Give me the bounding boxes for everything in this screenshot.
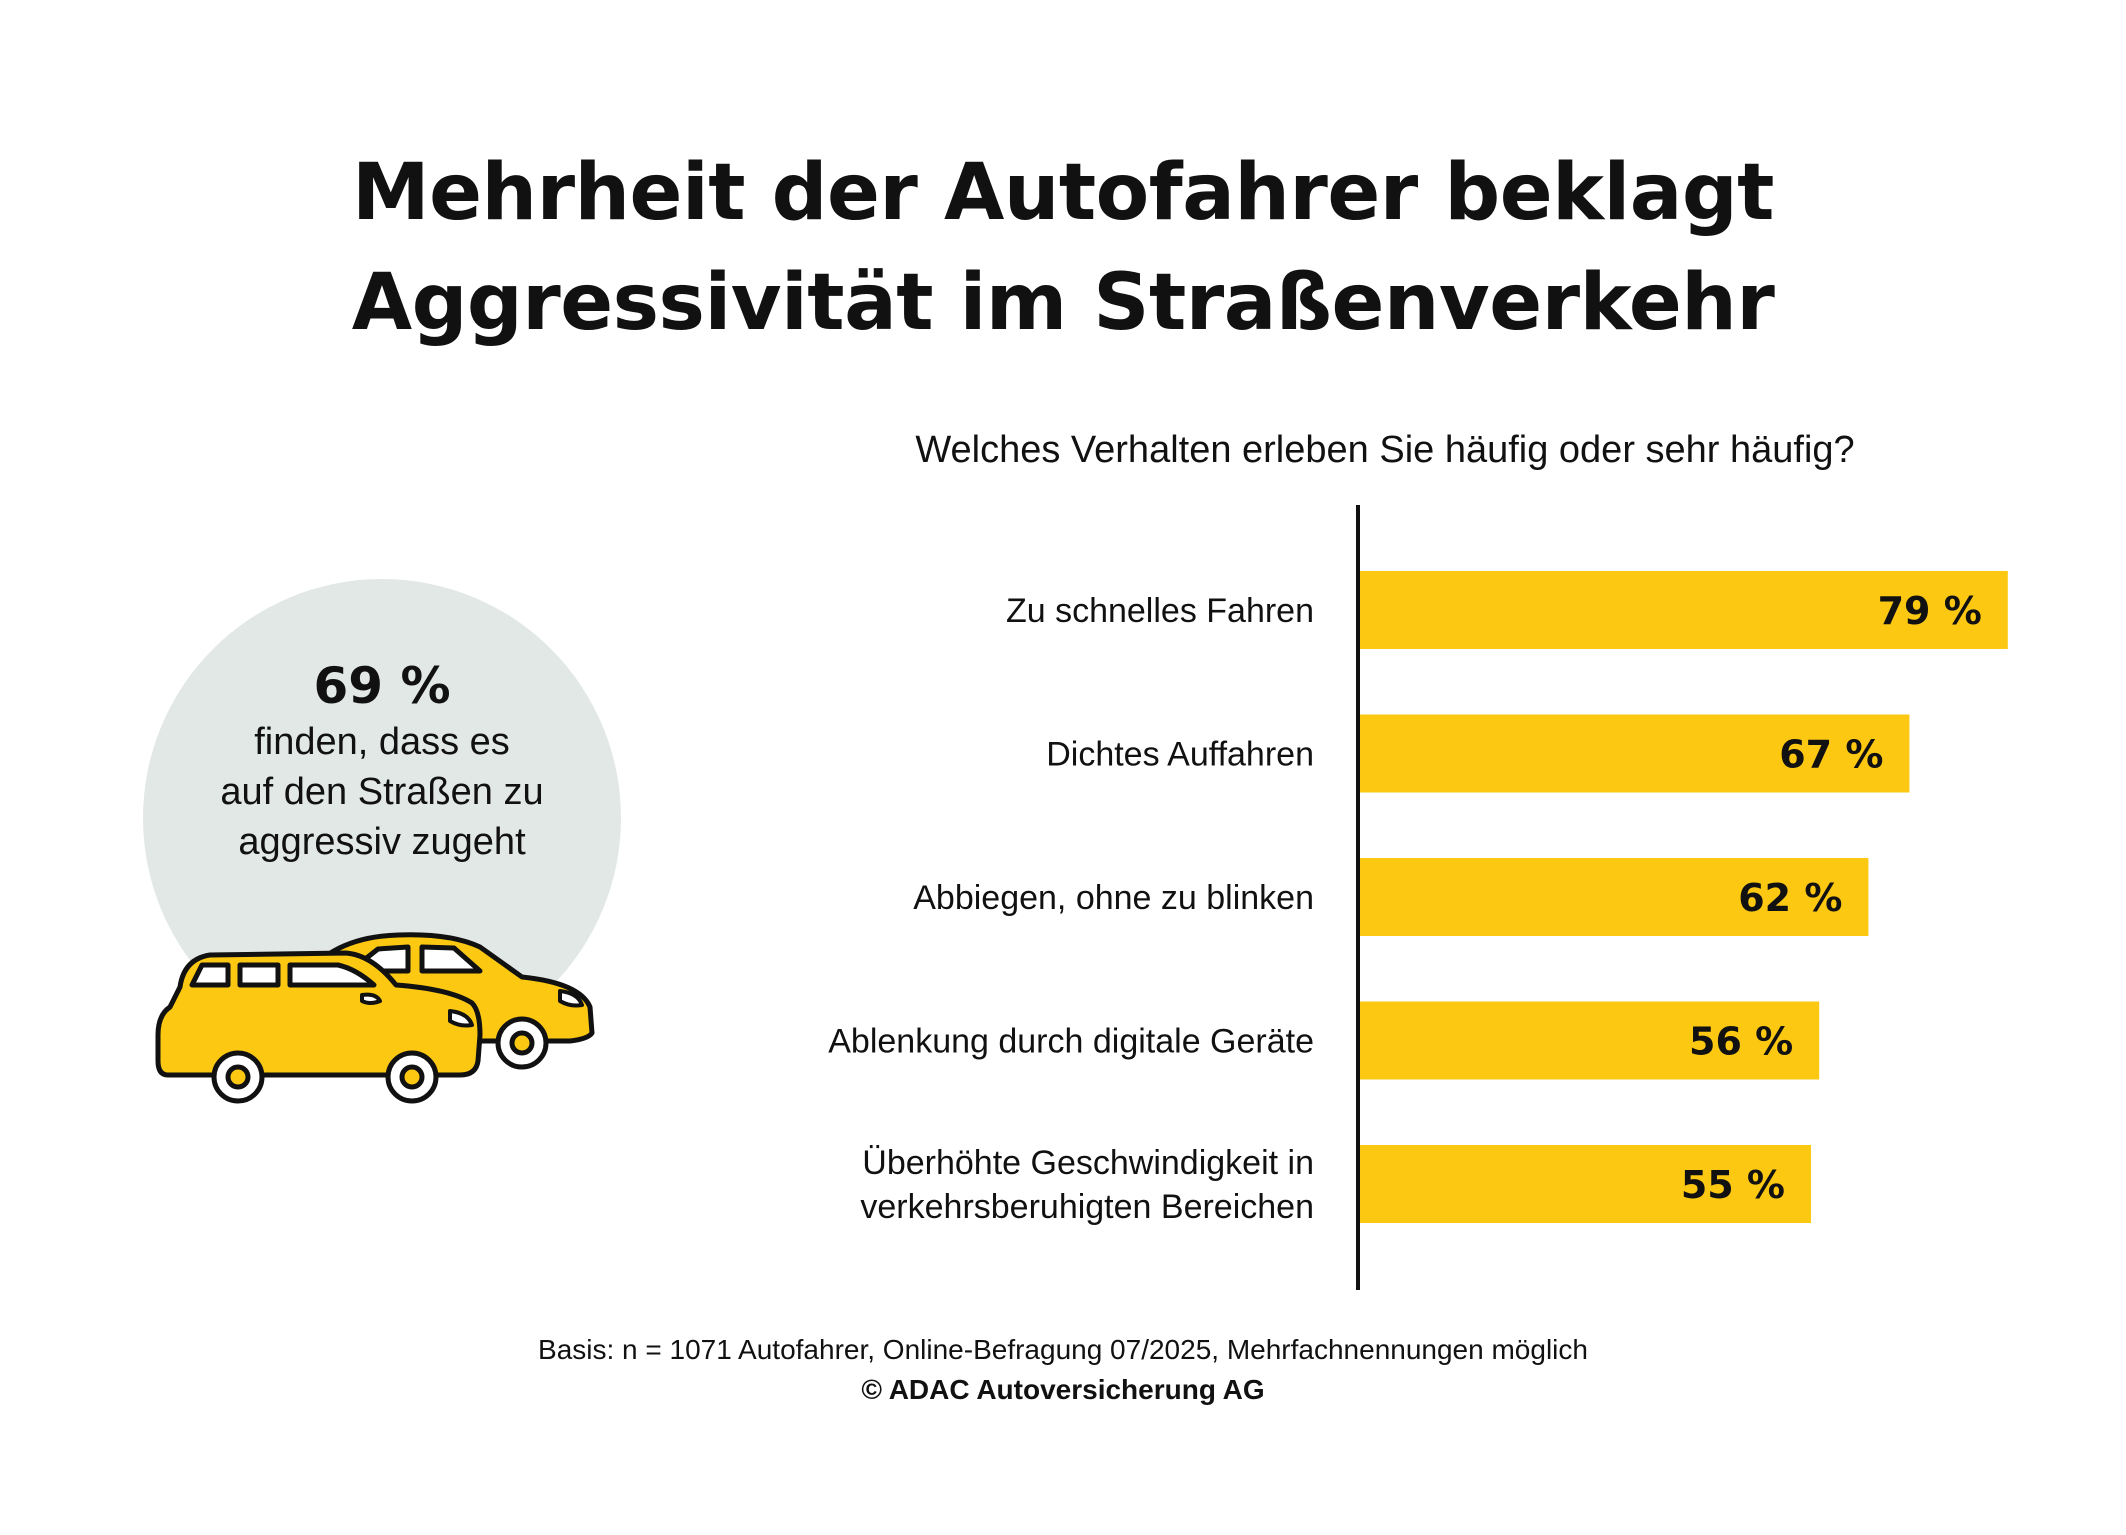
bar-value-label-4: 56 %	[1689, 1020, 1793, 1064]
bar-value-label-3: 62 %	[1738, 876, 1842, 920]
category-label-5: Überhöhte Geschwindigkeit in verkehrsberu…	[860, 1144, 1314, 1226]
title-line-1: Mehrheit der Autofahrer beklagt	[352, 148, 1774, 238]
category-label-2: Dichtes Auffahren	[1046, 736, 1314, 774]
category-label-3: Abbiegen, ohne zu blinken	[913, 879, 1314, 917]
category-label-line: Abbiegen, ohne zu blinken	[913, 879, 1314, 917]
bar-1	[1360, 571, 2008, 649]
footer-basis: Basis: n = 1071 Autofahrer, Online-Befra…	[538, 1334, 1588, 1365]
bar-chart: 79 % Zu schnelles Fahren 67 % Dichtes Auffa…	[828, 505, 2008, 1290]
category-label-line: verkehrsberuhigten Bereichen	[860, 1188, 1314, 1226]
bar-value-label-2: 67 %	[1779, 733, 1883, 777]
category-label-line: Überhöhte Geschwindigkeit in	[862, 1144, 1314, 1182]
two-cars-icon	[155, 932, 595, 1104]
bar-5	[1360, 1145, 1811, 1223]
suv-icon	[155, 950, 483, 1104]
footer-copyright: © ADAC Autoversicherung AG	[861, 1374, 1265, 1405]
category-label-line: Ablenkung durch digitale Geräte	[828, 1023, 1314, 1061]
callout-line-2: auf den Straßen zu	[220, 771, 544, 813]
category-label-line: Dichtes Auffahren	[1046, 736, 1314, 774]
callout-line-1: finden, dass es	[254, 721, 510, 763]
callout-value: 69 %	[313, 657, 451, 715]
chart-title: Mehrheit der Autofahrer beklagt Aggressi…	[0, 138, 2126, 358]
category-label-line: Zu schnelles Fahren	[1006, 592, 1314, 630]
category-label-1: Zu schnelles Fahren	[1006, 592, 1314, 630]
callout-text: 69 % finden, dass es auf den Straßen zu …	[143, 655, 621, 867]
bar-value-label-1: 79 %	[1878, 589, 1982, 633]
title-line-2: Aggressivität im Straßenverkehr	[351, 258, 1775, 348]
bar-2	[1360, 714, 1910, 793]
chart-question: Welches Verhalten erleben Sie häufig ode…	[915, 429, 1855, 471]
callout-line-3: aggressiv zugeht	[238, 821, 526, 863]
bar-value-label-5: 55 %	[1681, 1163, 1785, 1207]
bar-3	[1360, 858, 1869, 936]
bar-4	[1360, 1001, 1820, 1080]
category-label-4: Ablenkung durch digitale Geräte	[828, 1023, 1314, 1061]
footer: Basis: n = 1071 Autofahrer, Online-Befra…	[0, 1330, 2126, 1410]
